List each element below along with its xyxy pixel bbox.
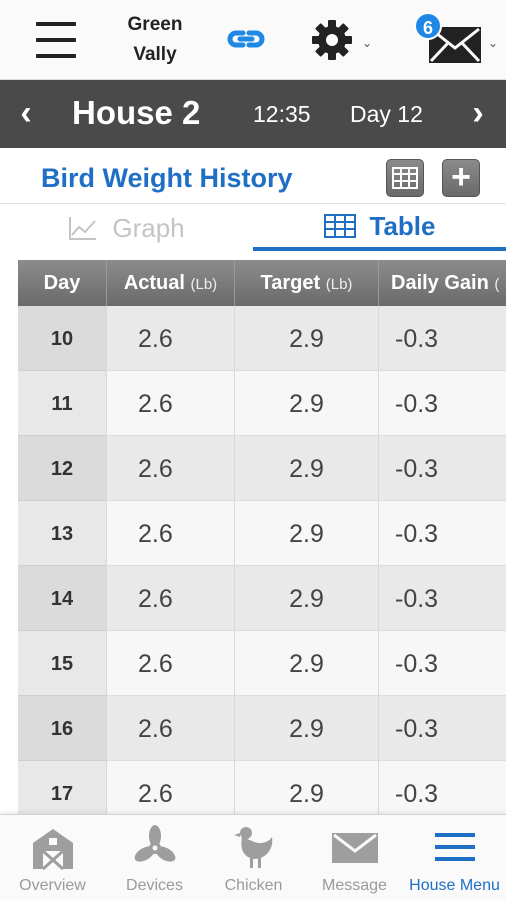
cell-day: 11	[18, 371, 106, 436]
table-icon	[323, 214, 356, 238]
nav-house-menu-label: House Menu	[409, 877, 500, 894]
cell-daily-gain: -0.3	[378, 501, 506, 566]
cell-target: 2.9	[234, 761, 378, 816]
message-count-badge: 6	[414, 12, 442, 40]
link-icon[interactable]	[226, 24, 266, 54]
nav-chicken-label: Chicken	[224, 877, 283, 894]
bottom-navigation: Overview Devices Chicken	[0, 814, 506, 900]
column-header-actual: Actual (Lb)	[106, 260, 234, 306]
column-header-daily-gain: Daily Gain (	[378, 260, 506, 306]
title-row: Bird Weight History +	[0, 152, 506, 204]
menu-icon	[435, 833, 475, 861]
chicken-icon	[234, 827, 273, 868]
messages-button[interactable]: 6 ⌄	[412, 12, 498, 68]
nav-house-menu[interactable]: House Menu	[404, 815, 505, 900]
tab-table[interactable]: Table	[253, 205, 506, 251]
gear-icon	[312, 20, 352, 60]
tab-graph-label: Graph	[112, 212, 185, 243]
nav-devices[interactable]: Devices	[104, 815, 205, 900]
cell-target: 2.9	[234, 696, 378, 761]
nav-chicken[interactable]: Chicken	[203, 815, 304, 900]
house-title: House 2	[72, 94, 201, 131]
cell-day: 12	[18, 436, 106, 501]
cell-daily-gain: -0.3	[378, 306, 506, 371]
house-time: 12:35	[253, 101, 311, 127]
chevron-down-icon: ⌄	[487, 36, 498, 50]
cell-daily-gain: -0.3	[378, 696, 506, 761]
grid-icon	[392, 167, 418, 189]
barn-icon	[33, 829, 73, 871]
cell-day: 13	[18, 501, 106, 566]
previous-house-arrow-icon[interactable]: ‹	[20, 94, 32, 132]
cell-actual: 2.6	[106, 761, 234, 816]
table-row: 16 2.6 2.9 -0.3	[18, 696, 506, 761]
hamburger-menu-icon[interactable]	[32, 20, 80, 60]
cell-day: 16	[18, 696, 106, 761]
table-row: 11 2.6 2.9 -0.3	[18, 371, 506, 436]
farm-name-line2: Vally	[133, 44, 177, 65]
cell-actual: 2.6	[106, 501, 234, 566]
settings-button[interactable]: ⌄	[310, 18, 376, 62]
farm-name[interactable]: Green Vally	[112, 10, 198, 70]
cell-actual: 2.6	[106, 371, 234, 436]
add-button[interactable]: +	[442, 159, 480, 197]
cell-day: 15	[18, 631, 106, 696]
cell-actual: 2.6	[106, 696, 234, 761]
table-row: 15 2.6 2.9 -0.3	[18, 631, 506, 696]
house-day: Day 12	[350, 101, 423, 127]
cell-actual: 2.6	[106, 436, 234, 501]
table-row: 13 2.6 2.9 -0.3	[18, 501, 506, 566]
table-row: 10 2.6 2.9 -0.3	[18, 306, 506, 371]
line-chart-icon	[69, 217, 97, 240]
top-bar: Green Vally ⌄	[0, 0, 506, 80]
column-header-target: Target (Lb)	[234, 260, 378, 306]
nav-overview-label: Overview	[19, 877, 86, 894]
cell-target: 2.9	[234, 306, 378, 371]
cell-target: 2.9	[234, 501, 378, 566]
nav-overview[interactable]: Overview	[2, 815, 103, 900]
grid-view-button[interactable]	[386, 159, 424, 197]
table-row: 14 2.6 2.9 -0.3	[18, 566, 506, 631]
page-title: Bird Weight History	[41, 163, 293, 193]
cell-day: 10	[18, 306, 106, 371]
table-header: Day Actual (Lb) Target (Lb) Daily Gain (	[18, 260, 506, 306]
tab-graph[interactable]: Graph	[0, 205, 253, 251]
cell-actual: 2.6	[106, 631, 234, 696]
cell-daily-gain: -0.3	[378, 631, 506, 696]
fan-icon	[134, 825, 176, 862]
cell-daily-gain: -0.3	[378, 566, 506, 631]
cell-actual: 2.6	[106, 306, 234, 371]
cell-target: 2.9	[234, 631, 378, 696]
cell-daily-gain: -0.3	[378, 761, 506, 816]
cell-daily-gain: -0.3	[378, 436, 506, 501]
tab-table-label: Table	[369, 210, 436, 241]
nav-message[interactable]: Message	[304, 815, 405, 900]
cell-day: 17	[18, 761, 106, 816]
cell-day: 14	[18, 566, 106, 631]
view-tabs: Graph Table	[0, 205, 506, 251]
envelope-icon	[332, 833, 378, 863]
weight-table[interactable]: Day Actual (Lb) Target (Lb) Daily Gain (…	[18, 260, 506, 816]
table-row: 17 2.6 2.9 -0.3	[18, 761, 506, 816]
cell-actual: 2.6	[106, 566, 234, 631]
cell-target: 2.9	[234, 566, 378, 631]
farm-name-line1: Green	[127, 14, 183, 35]
table-row: 12 2.6 2.9 -0.3	[18, 436, 506, 501]
nav-message-label: Message	[322, 877, 387, 894]
cell-target: 2.9	[234, 371, 378, 436]
column-header-day: Day	[43, 272, 81, 294]
nav-devices-label: Devices	[126, 877, 183, 894]
cell-target: 2.9	[234, 436, 378, 501]
chevron-down-icon: ⌄	[361, 36, 372, 50]
cell-daily-gain: -0.3	[378, 371, 506, 436]
next-house-arrow-icon[interactable]: ›	[472, 94, 484, 132]
house-bar: ‹ House 2 12:35 Day 12 ›	[0, 80, 506, 148]
